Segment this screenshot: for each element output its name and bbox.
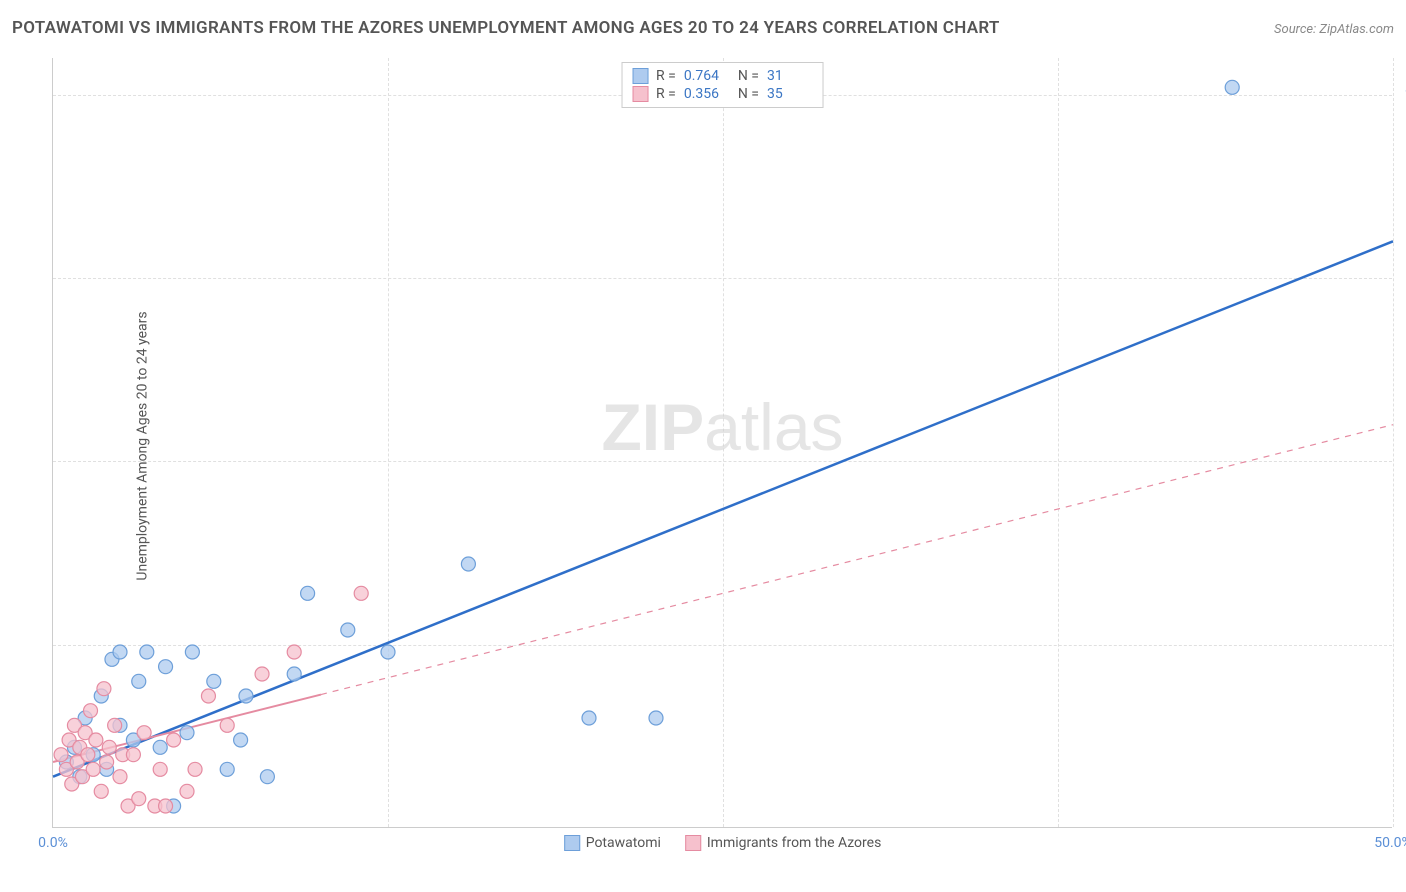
series-legend: Potawatomi Immigrants from the Azores [564, 835, 882, 851]
chart-title: POTAWATOMI VS IMMIGRANTS FROM THE AZORES… [12, 18, 1000, 38]
legend-label: Immigrants from the Azores [707, 835, 881, 851]
stat-n-label: N = [738, 68, 759, 84]
legend-swatch [685, 835, 701, 851]
stat-n-value: 35 [767, 86, 813, 102]
source-label: Source: ZipAtlas.com [1274, 22, 1394, 37]
series-swatch [632, 68, 648, 84]
stat-r-value: 0.356 [684, 86, 730, 102]
stat-legend-box: R = 0.764 N = 31 R = 0.356 N = 35 [621, 62, 824, 108]
plot-area: ZIPatlas R =0.764N =31R =0.356N =35 Pota… [52, 58, 1392, 828]
legend-item: Immigrants from the Azores [685, 835, 881, 851]
legend-label: Potawatomi [586, 835, 661, 851]
stat-n-label: N = [738, 86, 759, 102]
gridline-vertical [1393, 58, 1394, 827]
legend-item: Potawatomi [564, 835, 661, 851]
stat-n-value: 31 [767, 68, 813, 84]
stat-row: R = 0.764 N = 31 [632, 67, 813, 85]
stat-r-label: R = [656, 68, 676, 84]
stat-r-value: 0.764 [684, 68, 730, 84]
scatter-plot-svg [53, 58, 1392, 827]
x-tick-label: 0.0% [38, 835, 68, 851]
x-tick-label: 50.0% [1374, 835, 1406, 851]
stat-r-label: R = [656, 86, 676, 102]
legend-swatch [564, 835, 580, 851]
stat-row: R = 0.356 N = 35 [632, 85, 813, 103]
series-swatch [632, 86, 648, 102]
